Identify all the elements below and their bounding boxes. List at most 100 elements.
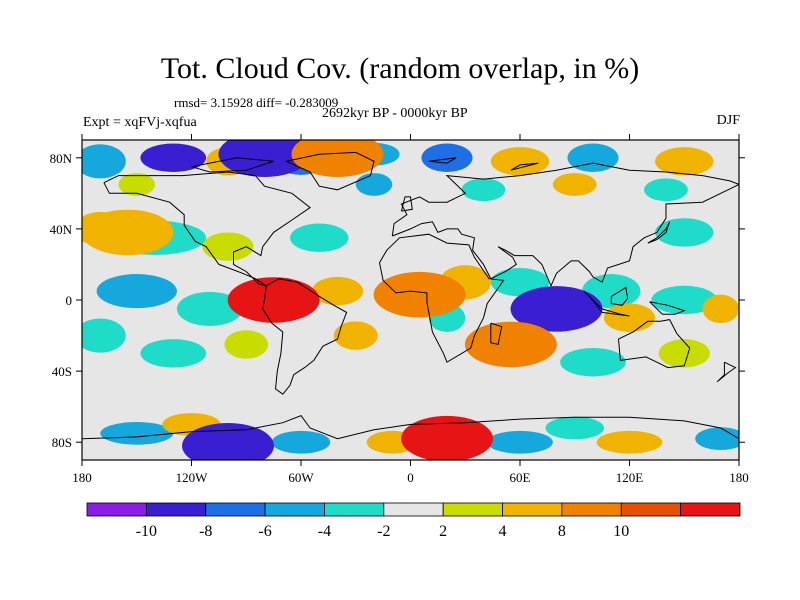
y-tick-label: 80N xyxy=(50,151,73,166)
anomaly-center xyxy=(401,415,493,460)
coastlines xyxy=(82,151,739,440)
coastline xyxy=(379,233,505,363)
anomaly-patch xyxy=(140,143,207,172)
anomaly-patch xyxy=(596,430,663,454)
x-tick-label: 120W xyxy=(176,470,209,485)
anomaly-patch xyxy=(421,143,473,172)
x-tick-label: 180 xyxy=(729,470,749,485)
coastline xyxy=(647,221,671,244)
colorbar-swatch xyxy=(680,502,741,517)
coastline xyxy=(618,319,691,369)
colorbar-label: -8 xyxy=(199,523,212,540)
colorbar: -10 -8 -6 -4 -2 2 4 8 10 xyxy=(86,502,741,540)
colorbar-label: -4 xyxy=(318,523,331,540)
anomaly-center xyxy=(227,277,320,323)
season-label: DJF xyxy=(716,113,740,128)
anomaly-center xyxy=(82,209,174,256)
anomaly-patch xyxy=(82,144,126,179)
anomaly-patch xyxy=(545,416,604,440)
anomaly-patch xyxy=(224,330,269,359)
anomaly-center xyxy=(464,321,557,368)
anomaly-patch xyxy=(651,285,718,315)
stats-line: rmsd= 3.15928 diff= -0.283009 xyxy=(174,95,339,110)
anomaly-field xyxy=(82,140,739,460)
anomaly-center xyxy=(182,423,274,460)
colorbar-label: 2 xyxy=(439,523,447,540)
x-tick-label: 120E xyxy=(616,470,644,485)
coastline xyxy=(610,286,629,306)
anomaly-patch xyxy=(490,147,550,176)
anomaly-patch xyxy=(290,223,349,252)
coastline xyxy=(103,171,311,287)
anomaly-center xyxy=(218,140,311,177)
period-label: 2692kyr BP - 0000kyr BP xyxy=(322,106,468,121)
colorbar-swatch xyxy=(205,502,266,517)
x-tick-label: 180 xyxy=(72,470,92,485)
colorbar-swatch xyxy=(264,502,325,517)
y-tick-label: 40N xyxy=(50,222,73,237)
colorbar-swatch xyxy=(324,502,385,517)
anomaly-patch xyxy=(96,274,177,309)
anomaly-patch xyxy=(658,339,710,368)
x-axis: 180 120W 60W 0 60E 120E 180 xyxy=(72,134,749,485)
x-tick-label: 60W xyxy=(288,470,314,485)
coastline xyxy=(649,301,686,315)
y-tick-label: 0 xyxy=(66,293,73,308)
anomaly-patch xyxy=(333,321,378,350)
anomaly-patch xyxy=(82,318,126,353)
anomaly-center xyxy=(373,271,466,318)
y-axis: 80N 40N 0 40S 80S xyxy=(50,151,745,450)
colorbar-label: -2 xyxy=(377,523,390,540)
coastline xyxy=(262,278,348,395)
colorbar-swatch xyxy=(561,502,622,517)
colorbar-label: 8 xyxy=(558,523,566,540)
anomaly-patch xyxy=(487,430,553,454)
anomaly-patch xyxy=(140,339,207,368)
coastline xyxy=(583,290,630,317)
colorbar-label: 10 xyxy=(613,523,629,540)
colorbar-swatch xyxy=(620,502,682,517)
colorbar-swatch xyxy=(502,502,563,517)
anomaly-patch xyxy=(702,294,739,324)
colorbar-label: -10 xyxy=(136,523,157,540)
colorbar-label: -6 xyxy=(258,523,271,540)
chart-title: Tot. Cloud Cov. (random overlap, in %) xyxy=(160,52,640,85)
anomaly-patch xyxy=(567,143,619,172)
anomaly-patch xyxy=(552,173,597,196)
x-tick-label: 60E xyxy=(510,470,531,485)
colorbar-swatch xyxy=(442,502,503,517)
anomaly-patch xyxy=(644,178,688,202)
coastline xyxy=(510,162,539,171)
anomaly-patch xyxy=(118,173,155,196)
anomaly-patch xyxy=(100,421,174,445)
anomaly-patch xyxy=(603,303,656,332)
anomaly-patch xyxy=(655,147,714,176)
anomaly-patch xyxy=(202,232,254,261)
anomaly-center xyxy=(291,140,384,177)
coastline xyxy=(490,322,503,346)
anomaly-center xyxy=(510,286,603,332)
coastline xyxy=(284,151,375,191)
coastline xyxy=(391,162,739,288)
coastline xyxy=(716,361,737,383)
anomaly-patch xyxy=(355,173,393,196)
y-tick-label: 80S xyxy=(52,435,72,450)
coastline xyxy=(82,414,739,440)
anomaly-patch xyxy=(655,218,714,247)
anomaly-patch xyxy=(695,427,739,451)
anomaly-patch xyxy=(271,430,331,454)
x-tick-label: 0 xyxy=(407,470,414,485)
anomaly-patch xyxy=(461,178,506,202)
coastline xyxy=(428,157,457,164)
colorbar-swatch xyxy=(383,502,444,517)
anomaly-patch xyxy=(176,291,243,326)
colorbar-swatch xyxy=(145,502,207,517)
y-tick-label: 40S xyxy=(52,364,72,379)
anomaly-patch xyxy=(311,276,364,306)
coastline xyxy=(191,157,274,173)
anomaly-patch xyxy=(560,348,626,377)
colorbar-label: 4 xyxy=(499,523,507,540)
colorbar-swatch xyxy=(86,502,147,517)
coastline xyxy=(400,196,413,212)
